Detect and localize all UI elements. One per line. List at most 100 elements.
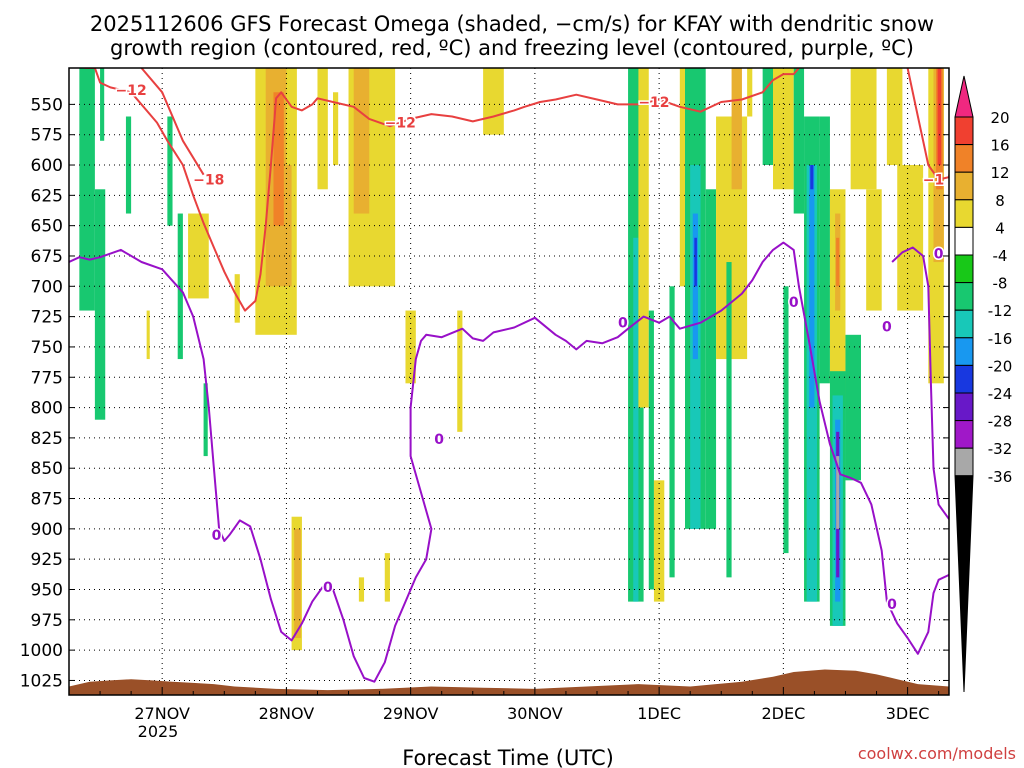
colorbar-label: 20 [990,109,1009,127]
omega-cell [886,68,903,166]
colorbar-label: -28 [988,413,1013,431]
y-tick-label: 800 [31,399,63,419]
colorbar-swatch [954,226,974,256]
x-tick-label: 30NOV [507,704,563,723]
colorbar-swatch [954,199,974,228]
y-tick-label: 625 [31,186,63,206]
y-tick-label: 975 [31,611,63,631]
x-tick-label: 28NOV [259,704,315,723]
y-tick-label: 675 [31,247,63,267]
omega-cell [836,237,840,287]
omega-cell [457,310,463,432]
colorbar-label: 8 [995,192,1005,210]
omega-shading [79,68,944,651]
omega-cell [747,68,753,117]
contour-label: 0 [882,319,892,335]
y-tick-label: 600 [31,156,63,176]
omega-cell [850,68,877,190]
y-tick-label: 900 [31,520,63,540]
colorbar-label: -8 [993,275,1008,293]
y-tick-label: 1000 [20,641,63,661]
colorbar-swatch [954,447,974,477]
x-axis-label: Forecast Time (UTC) [402,746,614,768]
site-credit: coolwx.com/models [858,744,1016,763]
y-tick-label: 775 [31,368,63,388]
omega-cell [648,310,654,590]
omega-cell [731,68,742,190]
colorbar: 20 16 12 8 4 -4 -8 -12 -16 -20 -24 -28 -32 -36 [954,75,1013,693]
omega-cell [379,92,385,166]
colorbar-label: 4 [995,219,1005,237]
omega-cell [100,68,105,141]
colorbar-swatch [954,254,974,284]
colorbar-label: -12 [988,302,1013,320]
colorbar-label: -16 [988,330,1013,348]
omega-cell [866,189,882,311]
x-tick-label: 29NOV [383,704,439,723]
contour-label: 0 [789,295,799,311]
x-tick-label: 2DEC [761,704,805,723]
omega-cell [177,213,183,360]
y-tick-label: 575 [31,126,63,146]
contour-label: 0 [934,247,944,263]
y-tick-label: 925 [31,550,63,570]
colorbar-swatch [954,364,974,394]
omega-cell [638,68,649,408]
omega-cell [203,383,208,457]
terrain-fill [69,669,949,695]
y-tick-label: 650 [31,217,63,237]
contour-lines [69,68,949,683]
omega-cell [358,577,365,602]
omega-cell [694,237,697,287]
omega-cell [94,189,106,420]
contour-label: 0 [887,597,897,613]
contour-label: 0 [618,316,628,332]
omega-cell [125,116,132,214]
omega-cell [333,92,339,166]
contour-label: −12 [385,116,416,132]
freezing-level-contour-right [891,246,949,520]
y-tick-label: 875 [31,490,63,510]
contour-label: 0 [212,528,222,544]
omega-cell [79,68,95,311]
contour-label: 0 [434,432,444,448]
y-tick-label: 950 [31,580,63,600]
omega-cell [653,480,665,602]
y-tick-label: 750 [31,338,63,358]
colorbar-swatch [954,171,974,201]
plot-frame [68,67,950,696]
x-axis: 27NOV 28NOV 29NOV 30NOV 1DEC 2DEC 3DEC [68,687,940,723]
x-tick-label: 27NOV [134,704,190,723]
contour-label: −18 [193,173,224,189]
dgz-contour-minus12 [84,68,800,312]
omega-cell [294,528,301,638]
y-tick-label: 850 [31,459,63,479]
omega-cell [167,116,173,226]
dgz-contour-right [906,68,949,181]
omega-cell [188,213,209,299]
y-tick-label: 550 [31,95,63,115]
contour-label: 0 [323,580,333,596]
colorbar-label: -20 [988,357,1013,375]
colorbar-swatch [954,337,974,366]
freezing-level-contour [69,241,949,683]
y-tick-label: 1025 [20,671,63,691]
omega-cell [317,68,328,190]
colorbar-swatch [954,420,974,449]
x-tick-label: 1DEC [637,704,681,723]
omega-cell [273,92,284,226]
chart-title-line-1: 2025112606 GFS Forecast Omega (shaded, −… [90,12,934,36]
omega-cell [483,68,504,135]
colorbar-label: 16 [990,137,1009,155]
contour-label: −12 [638,95,669,111]
year-label: 2025 [138,722,179,741]
colorbar-label: 12 [990,164,1009,182]
colorbar-swatch [954,116,974,146]
colorbar-bottom-arrow [954,475,974,693]
y-axis: 550 575 600 625 650 675 700 725 750 775 800 825 850 8… [20,95,949,691]
omega-cell [146,310,150,360]
omega-cell [836,456,840,529]
x-tick-label: 3DEC [886,704,930,723]
omega-cell [897,165,924,311]
